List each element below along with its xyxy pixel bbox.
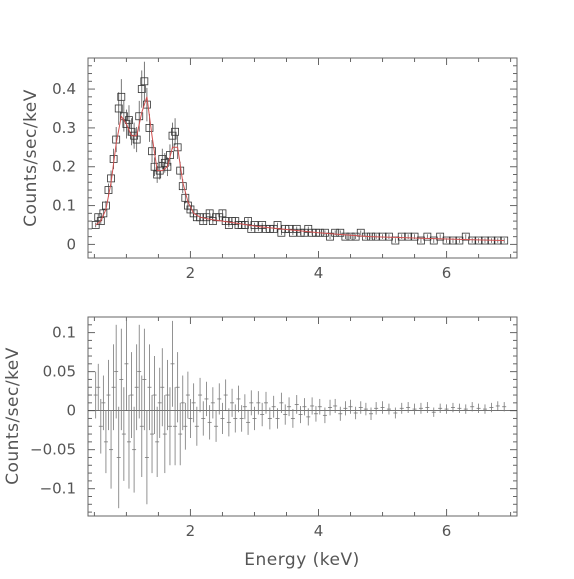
spectrum-ticks: 2 4 6 0 0.1 0.2 0.3 0.4 xyxy=(52,57,517,282)
spectrum-data-point xyxy=(135,112,144,121)
spectrum-model-line xyxy=(95,96,505,241)
x-tick-label: 6 xyxy=(442,522,452,540)
spectrum-data-point xyxy=(163,162,172,171)
x-tick-label: 2 xyxy=(186,522,196,540)
spectrum-data-point xyxy=(155,166,164,175)
y-tick-label: 0.4 xyxy=(52,80,76,98)
spectrum-data-point xyxy=(468,236,477,245)
y-tick-label: 0.1 xyxy=(52,324,76,342)
y-tick-label: 0.3 xyxy=(52,119,76,137)
residual-panel: 2 4 6 −0.1 −0.05 0 0.05 0.1 Counts/sec/keV Ener… xyxy=(3,316,518,570)
y-tick-label: 0.2 xyxy=(52,158,76,176)
spectrum-data-point xyxy=(181,193,190,202)
spectrum-data-point xyxy=(143,100,151,109)
spectrum-data-point xyxy=(218,209,227,218)
y-tick-label: 0 xyxy=(66,402,76,420)
spectrum-data-point xyxy=(140,77,149,86)
y-tick-label: −0.05 xyxy=(30,441,76,459)
spectrum-data-point xyxy=(171,127,179,136)
residual-data-points xyxy=(93,317,507,509)
spectrum-data-point xyxy=(148,147,156,156)
residual-ticks: 2 4 6 −0.1 −0.05 0 0.05 0.1 xyxy=(30,316,517,540)
residual-plot-frame xyxy=(87,316,518,517)
x-axis-label: Energy (keV) xyxy=(244,550,360,570)
model-line xyxy=(95,96,505,241)
spectrum-data-point xyxy=(341,232,350,241)
x-tick-label: 4 xyxy=(314,522,324,540)
spectrum-y-axis-label: Counts/sec/keV xyxy=(21,89,41,227)
spectrum-data-point xyxy=(449,236,457,245)
y-tick-label: −0.1 xyxy=(40,480,76,498)
spectrum-plot-frame xyxy=(87,57,518,259)
spectrum-data-point xyxy=(117,92,126,101)
x-tick-label: 4 xyxy=(314,264,324,282)
y-tick-label: 0.05 xyxy=(43,363,76,381)
spectrum-data-point xyxy=(99,209,108,218)
spectrum-data-point xyxy=(442,236,451,245)
spectrum-data-point xyxy=(474,236,483,245)
residual-y-axis-label: Counts/sec/keV xyxy=(3,347,23,485)
x-tick-label: 2 xyxy=(186,264,196,282)
spectrum-data-point xyxy=(96,217,105,226)
spectrum-data-point xyxy=(331,228,340,237)
spectrum-data-point xyxy=(137,85,146,93)
spectrum-data-point xyxy=(114,104,123,113)
y-tick-label: 0 xyxy=(66,235,76,253)
spectrum-data-point xyxy=(145,124,154,132)
spectrum-data-point xyxy=(346,232,355,241)
spectrum-data-point xyxy=(397,232,406,241)
spectrum-data-point xyxy=(404,232,413,241)
spectrum-panel: 2 4 6 0 0.1 0.2 0.3 0.4 Counts/sec/keV xyxy=(21,57,518,282)
y-tick-label: 0.1 xyxy=(52,197,76,215)
spectrum-data-point xyxy=(125,116,133,125)
x-tick-label: 6 xyxy=(442,264,452,282)
